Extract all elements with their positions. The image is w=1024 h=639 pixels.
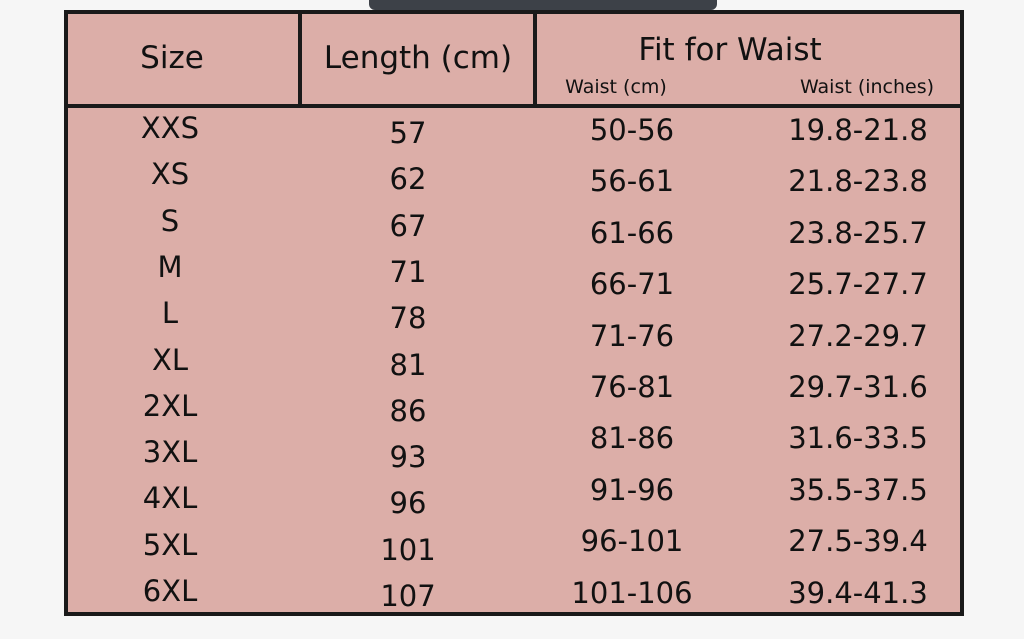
waist-in-cell: 35.5-37.5 [788, 472, 928, 507]
waist-cm-cell: 81-86 [589, 421, 675, 456]
header-cell: Length (cm) [323, 40, 513, 76]
length-cell: 62 [389, 162, 427, 197]
size-cell: XS [150, 157, 190, 192]
waist-in-cell: 23.8-25.7 [788, 215, 928, 250]
waist-cm-cell: 91-96 [589, 472, 675, 507]
waist-in-cell: 39.4-41.3 [788, 575, 928, 610]
size-cell: S [160, 203, 180, 238]
header-cell: Size [140, 40, 204, 76]
header-cell: Fit for Waist [638, 32, 822, 68]
waist-in-cell: 25.7-27.7 [788, 267, 928, 302]
length-cell: 86 [389, 393, 427, 428]
size-cell: 3XL [142, 435, 198, 470]
size-cell: M [157, 249, 183, 284]
header-divider [68, 104, 960, 108]
length-cell: 57 [389, 116, 427, 150]
length-cell: 71 [389, 254, 427, 289]
waist-cm-cell: 50-56 [589, 113, 675, 147]
background-figure [369, 0, 717, 10]
size-cell: 2XL [142, 388, 198, 423]
waist-in-cell: 21.8-23.8 [788, 164, 928, 199]
size-cell: L [161, 296, 179, 331]
waist-cm-cell: 76-81 [589, 370, 675, 404]
length-cell: 107 [380, 579, 436, 613]
waist-in-cell: 27.2-29.7 [788, 318, 928, 353]
length-cell: 78 [389, 301, 427, 336]
waist-in-cell: 19.8-21.8 [788, 113, 928, 147]
column-divider [533, 14, 537, 104]
length-cell: 93 [389, 440, 427, 475]
size-cell: 5XL [142, 527, 198, 562]
size-cell: XL [151, 342, 189, 377]
header-cell: Waist (inches) [799, 76, 935, 98]
length-cell: 96 [389, 486, 427, 521]
length-cell: 101 [380, 532, 436, 567]
length-cell: 67 [389, 208, 427, 243]
size-table [64, 10, 964, 616]
waist-cm-cell: 56-61 [589, 164, 675, 199]
length-cell: 81 [389, 347, 427, 382]
waist-cm-cell: 71-76 [589, 318, 675, 353]
waist-in-cell: 27.5-39.4 [788, 524, 928, 559]
header-cell: Waist (cm) [565, 76, 667, 98]
waist-cm-cell: 96-101 [580, 524, 684, 559]
waist-in-cell: 31.6-33.5 [788, 421, 928, 456]
size-cell: XXS [140, 111, 200, 145]
size-cell: 6XL [142, 574, 198, 608]
waist-in-cell: 29.7-31.6 [788, 370, 928, 404]
size-cell: 4XL [142, 481, 198, 516]
column-divider [298, 14, 302, 104]
waist-cm-cell: 66-71 [589, 267, 675, 302]
waist-cm-cell: 61-66 [589, 215, 675, 250]
waist-cm-cell: 101-106 [571, 575, 693, 610]
